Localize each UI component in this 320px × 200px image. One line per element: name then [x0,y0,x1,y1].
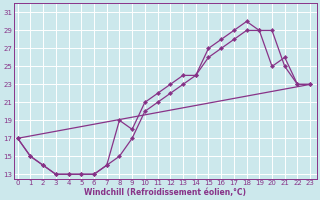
X-axis label: Windchill (Refroidissement éolien,°C): Windchill (Refroidissement éolien,°C) [84,188,246,197]
